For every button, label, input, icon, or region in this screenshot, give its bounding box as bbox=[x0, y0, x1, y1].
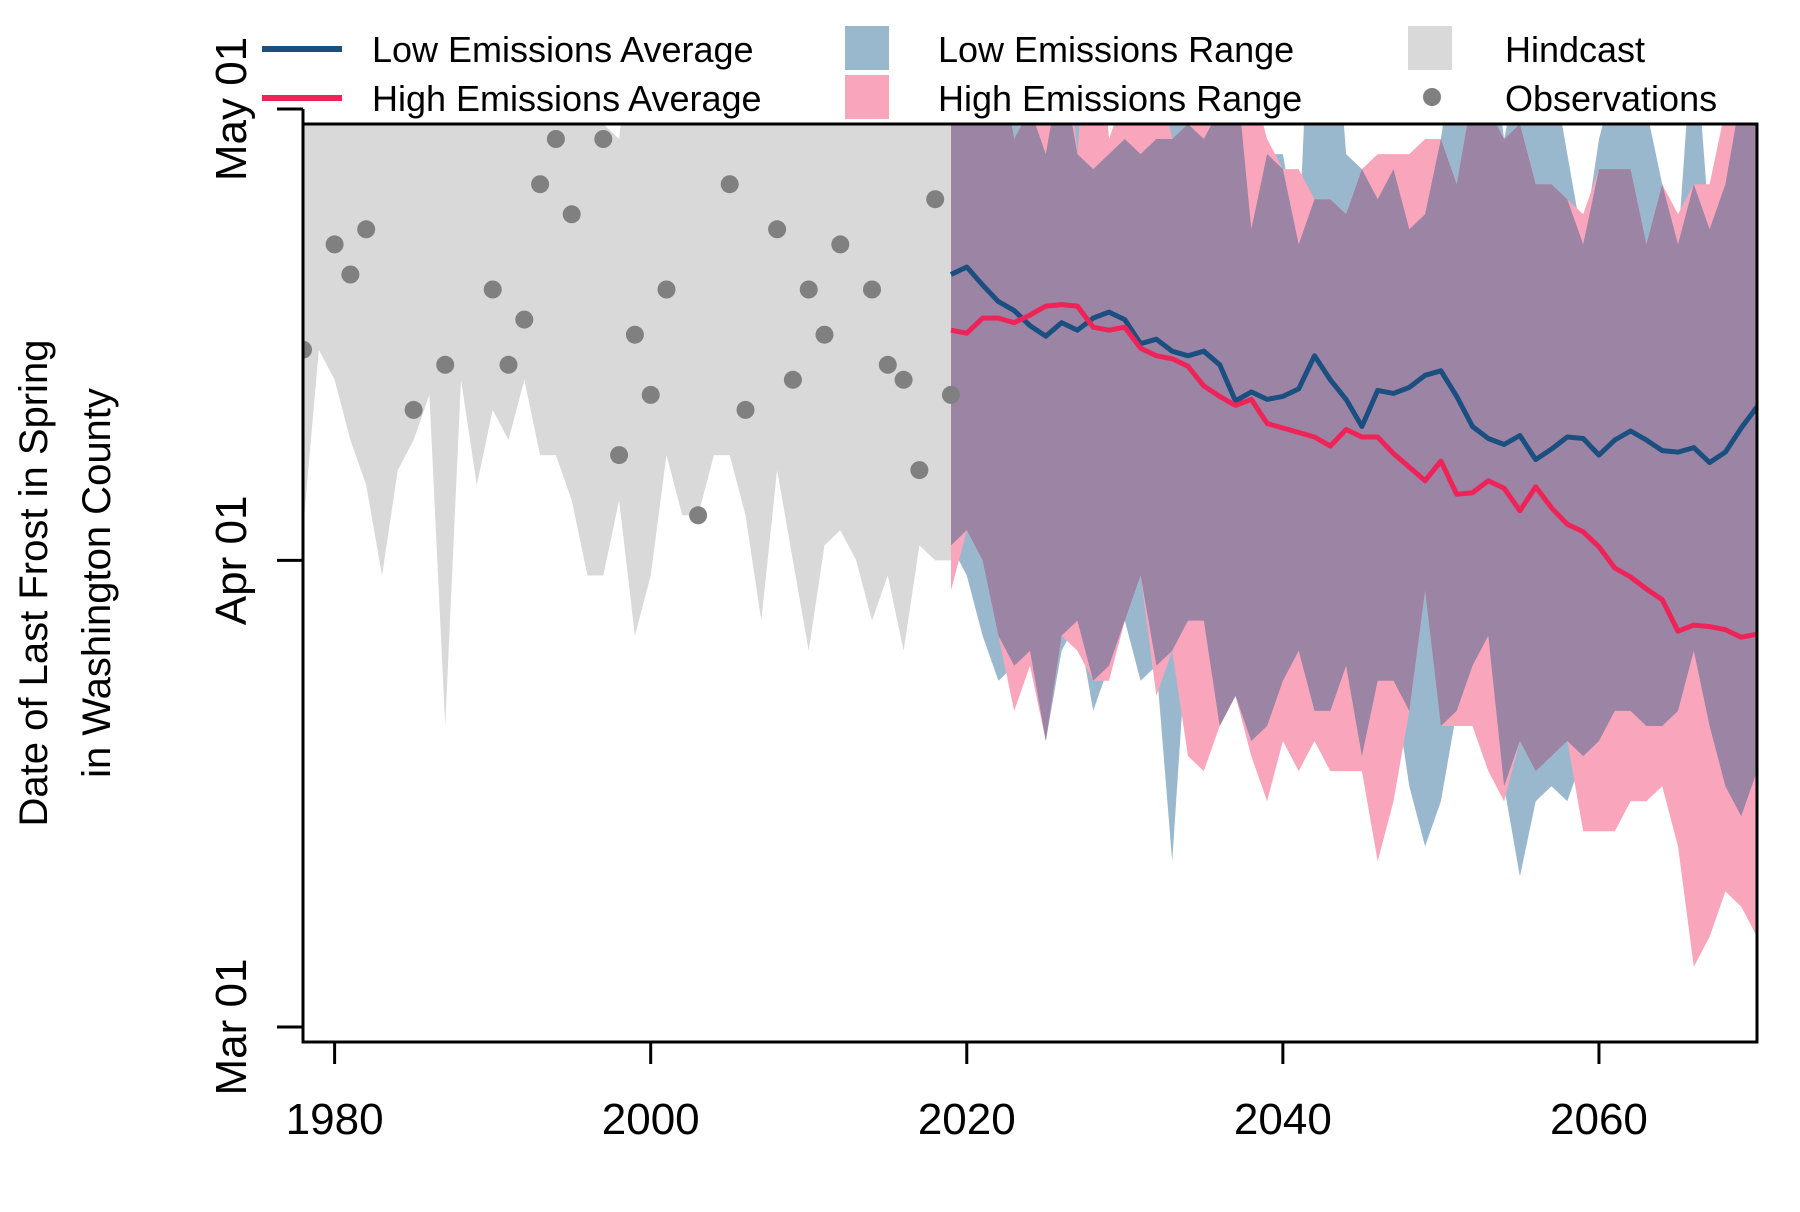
legend: Low Emissions Average High Emissions Ave… bbox=[262, 26, 1717, 119]
observation-point bbox=[546, 130, 565, 148]
observation-point bbox=[831, 235, 850, 254]
range-overlap-band bbox=[951, 124, 1757, 817]
observation-point bbox=[303, 340, 312, 359]
observation-point bbox=[483, 280, 502, 299]
observation-point bbox=[736, 400, 755, 419]
x-tick-label: 2040 bbox=[1234, 1095, 1332, 1144]
x-tick-label: 1980 bbox=[286, 1095, 384, 1144]
legend-label-low-range: Low Emissions Range bbox=[938, 29, 1294, 70]
observation-point bbox=[657, 280, 676, 299]
y-axis-title-line-1: Date of Last Frost in Spring bbox=[12, 340, 56, 827]
observation-point bbox=[436, 355, 455, 374]
observation-point bbox=[894, 370, 913, 389]
observation-point bbox=[499, 355, 518, 374]
legend-label-high-range: High Emissions Range bbox=[938, 78, 1302, 119]
y-tick-label: May 01 bbox=[207, 37, 256, 181]
legend-label-low-average: Low Emissions Average bbox=[372, 29, 754, 70]
high-emissions-average-line bbox=[950, 302, 1757, 640]
plot-area bbox=[303, 0, 1757, 967]
observation-point bbox=[863, 280, 881, 299]
observation-point bbox=[562, 205, 581, 224]
y-tick-label: Mar 01 bbox=[207, 959, 256, 1096]
x-axis: 1980 2000 2020 2040 2060 bbox=[286, 1040, 1648, 1144]
legend-label-hindcast: Hindcast bbox=[1505, 29, 1645, 70]
observation-point bbox=[594, 130, 613, 148]
legend-swatch-low-range bbox=[845, 26, 889, 70]
observation-point bbox=[641, 385, 660, 404]
legend-swatch-hindcast bbox=[1408, 26, 1452, 70]
legend-label-observations: Observations bbox=[1505, 78, 1717, 119]
observation-point bbox=[515, 310, 534, 329]
observation-point bbox=[404, 400, 423, 419]
observation-point bbox=[768, 220, 787, 239]
observation-point bbox=[341, 265, 360, 284]
observation-point bbox=[610, 446, 629, 465]
observation-point bbox=[752, 55, 770, 73]
x-tick-label: 2060 bbox=[1550, 1095, 1648, 1144]
observation-point bbox=[878, 355, 897, 374]
observation-point bbox=[531, 175, 550, 194]
observation-point bbox=[689, 506, 708, 525]
observation-point bbox=[815, 325, 834, 344]
y-axis-title-line-2: in Washington County bbox=[75, 388, 119, 778]
low-emissions-average-line bbox=[949, 264, 1757, 466]
y-axis: Mar 01 Apr 01 May 01 bbox=[207, 37, 305, 1096]
x-tick-label: 2020 bbox=[918, 1095, 1016, 1144]
hindcast-band bbox=[303, 124, 951, 726]
legend-label-high-average: High Emissions Average bbox=[372, 78, 762, 119]
y-tick-label: Apr 01 bbox=[207, 496, 256, 626]
observation-point bbox=[325, 235, 344, 254]
observation-point bbox=[720, 175, 739, 194]
legend-swatch-observations bbox=[1423, 88, 1441, 106]
y-axis-title: Date of Last Frost in Spring in Washingt… bbox=[12, 340, 119, 827]
observation-point bbox=[625, 325, 644, 344]
observation-point bbox=[357, 220, 376, 239]
observation-point bbox=[942, 385, 960, 404]
observation-point bbox=[783, 370, 802, 389]
observation-point bbox=[926, 190, 945, 209]
legend-swatch-high-range bbox=[845, 75, 889, 119]
x-tick-label: 2000 bbox=[602, 1095, 700, 1144]
observation-point bbox=[910, 461, 929, 480]
observation-point bbox=[468, 0, 486, 13]
observation-point bbox=[799, 280, 818, 299]
